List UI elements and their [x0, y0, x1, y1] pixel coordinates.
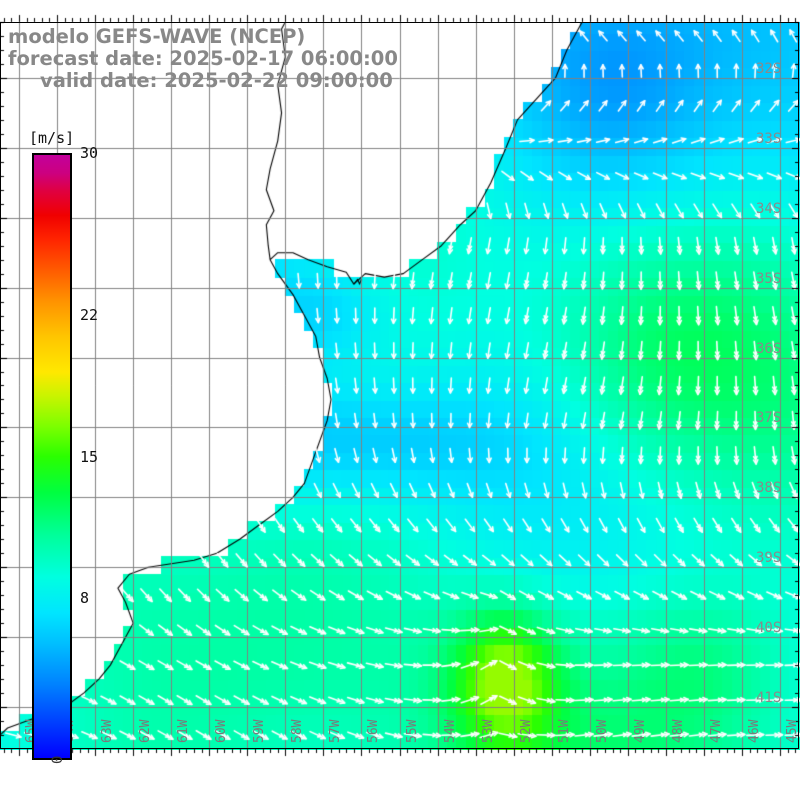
lon-tick-label-55W: 55W [404, 719, 420, 743]
lon-tick-label-53W: 53W [480, 719, 496, 743]
colorbar-tick-8: 8 [80, 589, 90, 608]
colorbar[interactable]: [m/s] 0 30 22 15 8 [29, 129, 98, 764]
colorbar-tick-30: 30 [80, 144, 99, 162]
lat-tick-label-35S: 35S [756, 270, 782, 287]
lat-tick-label-34S: 34S [756, 200, 782, 217]
lon-tick-label-57W: 57W [328, 719, 344, 743]
lat-tick-label-40S: 40S [756, 620, 782, 637]
lon-tick-label-46W: 46W [746, 719, 762, 743]
lon-tick-label-49W: 49W [632, 719, 648, 743]
colorbar-zero-label: 0 [50, 755, 66, 764]
lon-tick-label-59W: 59W [252, 719, 268, 743]
lon-tick-label-63W: 63W [100, 719, 116, 743]
lat-tick-label-38S: 38S [756, 480, 782, 497]
colorbar-gradient[interactable] [32, 153, 72, 760]
lon-tick-label-52W: 52W [518, 719, 534, 743]
lon-tick-label-60W: 60W [214, 719, 230, 743]
lon-tick-label-62W: 62W [138, 719, 154, 743]
lon-tick-label-47W: 47W [708, 719, 724, 743]
colorbar-unit-label: [m/s] [29, 129, 75, 147]
lon-tick-label-51W: 51W [556, 719, 572, 743]
lon-tick-label-48W: 48W [670, 719, 686, 743]
lat-tick-label-41S: 41S [756, 690, 782, 707]
lon-tick-label-45W: 45W [784, 719, 800, 743]
lon-tick-label-50W: 50W [594, 719, 610, 743]
lat-tick-label-37S: 37S [756, 410, 782, 427]
colorbar-tick-22: 22 [80, 305, 99, 324]
lon-tick-label-54W: 54W [442, 719, 458, 743]
lat-tick-label-33S: 33S [756, 130, 782, 147]
lat-tick-label-36S: 36S [756, 340, 782, 357]
lat-tick-label-32S: 32S [756, 60, 782, 77]
lat-tick-label-39S: 39S [756, 550, 782, 567]
lon-tick-label-56W: 56W [366, 719, 382, 743]
lon-tick-label-58W: 58W [290, 719, 306, 743]
lon-tick-label-61W: 61W [176, 719, 192, 743]
colorbar-tick-15: 15 [80, 447, 99, 466]
